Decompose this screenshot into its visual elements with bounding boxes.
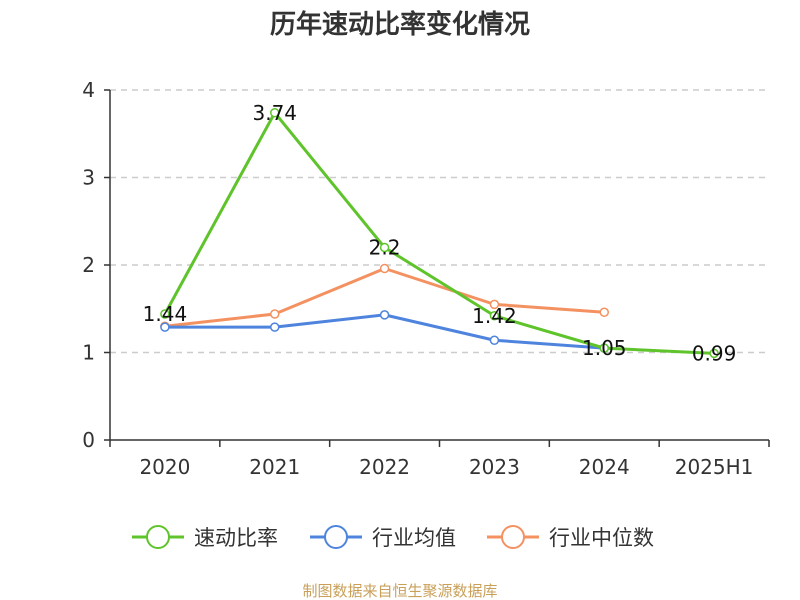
legend-item-1[interactable]: 行业均值 xyxy=(310,525,456,550)
series-marker-2 xyxy=(270,309,280,319)
data-label: 3.74 xyxy=(252,101,297,125)
legend-marker xyxy=(324,525,348,549)
x-tick-label: 2023 xyxy=(469,455,520,479)
data-label: 1.05 xyxy=(582,336,627,360)
y-tick-label: 3 xyxy=(82,166,95,190)
x-tick-label: 2024 xyxy=(579,455,630,479)
x-tick-label: 2022 xyxy=(359,455,410,479)
chart-title: 历年速动比率变化情况 xyxy=(270,9,530,40)
series-marker-2 xyxy=(379,263,390,274)
legend-item-2[interactable]: 行业中位数 xyxy=(487,525,654,550)
legend-marker xyxy=(146,525,170,549)
y-tick-label: 0 xyxy=(82,428,95,452)
series-marker-2 xyxy=(489,299,500,310)
legend-item-0[interactable]: 速动比率 xyxy=(132,525,278,550)
series-line-0 xyxy=(163,111,715,355)
data-label: 0.99 xyxy=(692,341,737,365)
source-note: 制图数据来自恒生聚源数据库 xyxy=(302,582,497,600)
data-label: 1.42 xyxy=(472,304,517,328)
y-tick-label: 4 xyxy=(82,78,95,102)
series-marker-0 xyxy=(379,242,390,253)
gridlines xyxy=(110,89,769,354)
x-tick-label: 2021 xyxy=(249,455,300,479)
legend-label: 行业均值 xyxy=(372,526,456,550)
series-marker-0 xyxy=(599,343,609,353)
series-marker-2 xyxy=(599,307,609,317)
x-tick-label: 2025H1 xyxy=(675,455,754,479)
legend[interactable]: 速动比率 行业均值 行业中位数 xyxy=(132,525,654,550)
y-tick-label: 1 xyxy=(82,341,95,365)
y-tick-label: 2 xyxy=(82,253,95,277)
series-marker-0 xyxy=(709,348,719,359)
data-label: 2.2 xyxy=(369,236,401,260)
series-marker-0 xyxy=(489,311,500,321)
series-marker-1 xyxy=(489,335,500,345)
series-marker-1 xyxy=(270,322,280,332)
series-marker-0 xyxy=(270,108,280,118)
legend-marker xyxy=(501,525,525,549)
series-group xyxy=(160,108,719,359)
axes: 0 1 2 3 4 2020 2021 2022 2023 2024 2025H1 xyxy=(82,78,770,479)
x-tick-label: 2020 xyxy=(139,455,190,479)
series-marker-1 xyxy=(379,310,390,320)
legend-label: 行业中位数 xyxy=(549,526,654,550)
data-labels: 1.44 3.74 2.2 1.42 1.05 0.99 xyxy=(143,101,737,366)
series-marker-0 xyxy=(160,309,170,319)
series-marker-1 xyxy=(160,322,170,332)
data-label: 1.44 xyxy=(143,302,188,326)
legend-label: 速动比率 xyxy=(194,526,278,550)
